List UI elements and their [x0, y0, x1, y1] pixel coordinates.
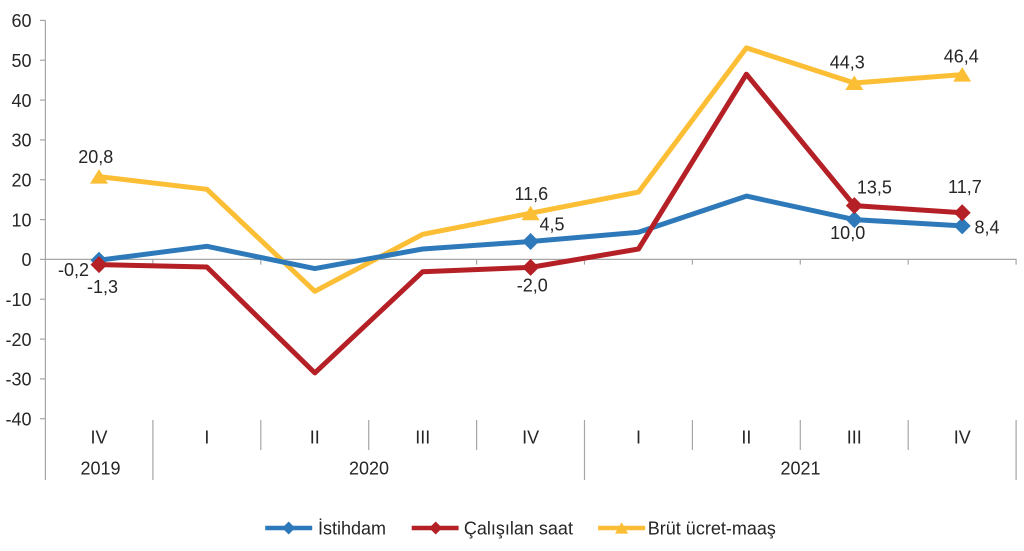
- svg-text:11,6: 11,6: [514, 184, 548, 204]
- svg-text:II: II: [741, 428, 751, 448]
- svg-text:I: I: [204, 428, 209, 448]
- svg-text:-30: -30: [5, 370, 31, 390]
- svg-text:-10: -10: [5, 290, 31, 310]
- svg-text:40: 40: [11, 91, 31, 111]
- svg-text:10,0: 10,0: [830, 223, 865, 243]
- svg-text:50: 50: [11, 51, 31, 71]
- svg-text:II: II: [310, 428, 320, 448]
- svg-text:4,5: 4,5: [539, 214, 564, 234]
- svg-text:-40: -40: [5, 409, 31, 429]
- svg-text:IV: IV: [522, 428, 539, 448]
- svg-text:2021: 2021: [780, 459, 820, 479]
- svg-text:60: 60: [11, 11, 31, 31]
- svg-text:İstihdam: İstihdam: [318, 519, 386, 539]
- svg-text:46,4: 46,4: [944, 46, 979, 66]
- svg-text:13,5: 13,5: [857, 178, 892, 198]
- svg-text:20: 20: [11, 170, 31, 190]
- svg-text:2019: 2019: [80, 459, 120, 479]
- svg-text:III: III: [415, 428, 430, 448]
- svg-text:20,8: 20,8: [78, 147, 113, 167]
- svg-text:44,3: 44,3: [830, 53, 865, 73]
- svg-text:0: 0: [21, 250, 31, 270]
- svg-text:IV: IV: [954, 428, 971, 448]
- svg-text:Çalışılan saat: Çalışılan saat: [464, 519, 573, 539]
- svg-text:-1,3: -1,3: [87, 277, 118, 297]
- svg-text:30: 30: [11, 131, 31, 151]
- svg-text:I: I: [636, 428, 641, 448]
- svg-text:8,4: 8,4: [974, 217, 999, 237]
- svg-text:10: 10: [11, 210, 31, 230]
- svg-text:2020: 2020: [349, 459, 389, 479]
- svg-text:11,7: 11,7: [948, 177, 982, 197]
- svg-text:Brüt ücret-maaş: Brüt ücret-maaş: [648, 519, 776, 539]
- svg-text:III: III: [847, 428, 862, 448]
- svg-text:IV: IV: [90, 428, 107, 448]
- svg-text:-0,2: -0,2: [58, 260, 89, 280]
- svg-text:-2,0: -2,0: [517, 275, 548, 295]
- svg-text:-20: -20: [5, 330, 31, 350]
